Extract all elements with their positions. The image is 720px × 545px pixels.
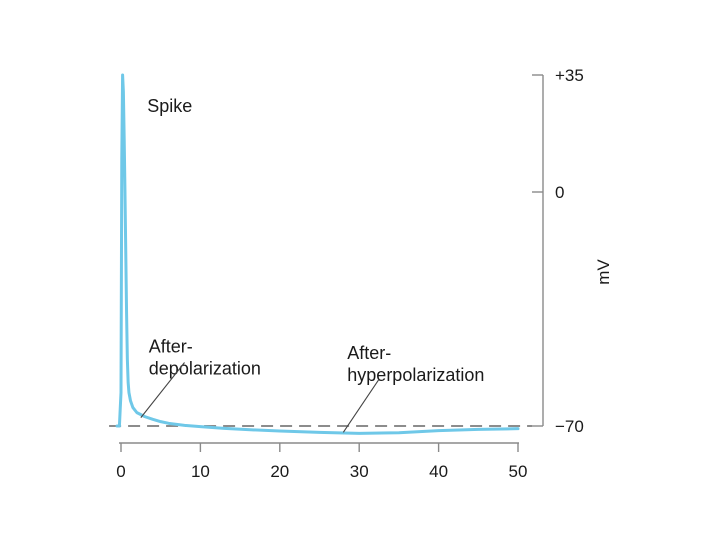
annotation-2: After-hyperpolarization — [347, 343, 484, 385]
x-tick-label-10: 10 — [191, 462, 210, 481]
y-tick-label-0: +35 — [555, 66, 584, 85]
annotation-1-line-0: After- — [149, 336, 193, 356]
x-tick-label-50: 50 — [509, 462, 528, 481]
annotation-1: After-depolarization — [149, 336, 261, 378]
annotation-2-line-1: hyperpolarization — [347, 365, 484, 385]
x-tick-label-30: 30 — [350, 462, 369, 481]
annotation-1-leader — [140, 362, 185, 418]
annotation-0-line-0: Spike — [147, 96, 192, 116]
x-tick-label-40: 40 — [429, 462, 448, 481]
y-axis-title: mV — [594, 259, 613, 285]
membrane-potential-line-0 — [115, 73, 520, 435]
y-tick-label-1: 0 — [555, 183, 564, 202]
axes-layer: 0 10 20 30 40 50 +35 0 −70 — [116, 66, 584, 481]
annotation-0: Spike — [147, 96, 192, 116]
series-layer — [115, 73, 520, 435]
x-tick-label-0: 0 — [116, 462, 125, 481]
y-tick-label-2: −70 — [555, 417, 584, 436]
annotation-2-leader — [342, 378, 380, 433]
x-tick-label-20: 20 — [270, 462, 289, 481]
annotation-2-line-0: After- — [347, 343, 391, 363]
annotation-layer: SpikeAfter-depolarizationAfter-hyperpola… — [140, 96, 484, 433]
annotation-1-line-1: depolarization — [149, 358, 261, 378]
